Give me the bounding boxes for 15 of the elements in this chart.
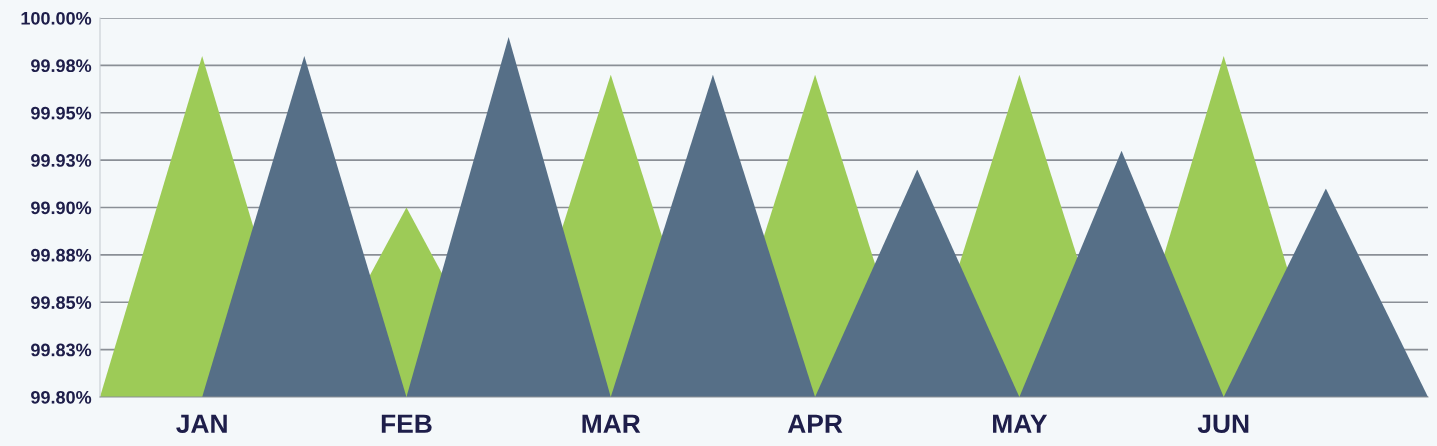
y-tick-label: 99.88% <box>31 248 92 262</box>
x-tick-label: MAY <box>993 414 1048 433</box>
x-tick-label: JAN <box>176 414 227 434</box>
y-tick-label: 99.90% <box>31 201 92 215</box>
y-tick-label: 99.85% <box>31 296 92 309</box>
y-tick-label: 99.98% <box>31 59 92 73</box>
x-tick-label: MAR <box>582 414 641 433</box>
x-tick-label: APR <box>787 414 843 433</box>
y-tick-label: 99.83% <box>31 343 92 357</box>
y-tick-label: 100.00% <box>21 11 92 25</box>
y-tick-label: 99.80% <box>31 390 92 404</box>
x-tick-label: FEB <box>381 414 432 433</box>
x-tick-label: JUN <box>1197 414 1249 434</box>
y-tick-label: 99.93% <box>31 154 92 167</box>
y-tick-label: 99.95% <box>31 106 92 120</box>
